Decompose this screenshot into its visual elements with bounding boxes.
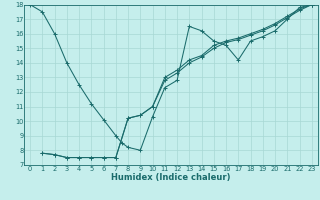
X-axis label: Humidex (Indice chaleur): Humidex (Indice chaleur)	[111, 173, 231, 182]
